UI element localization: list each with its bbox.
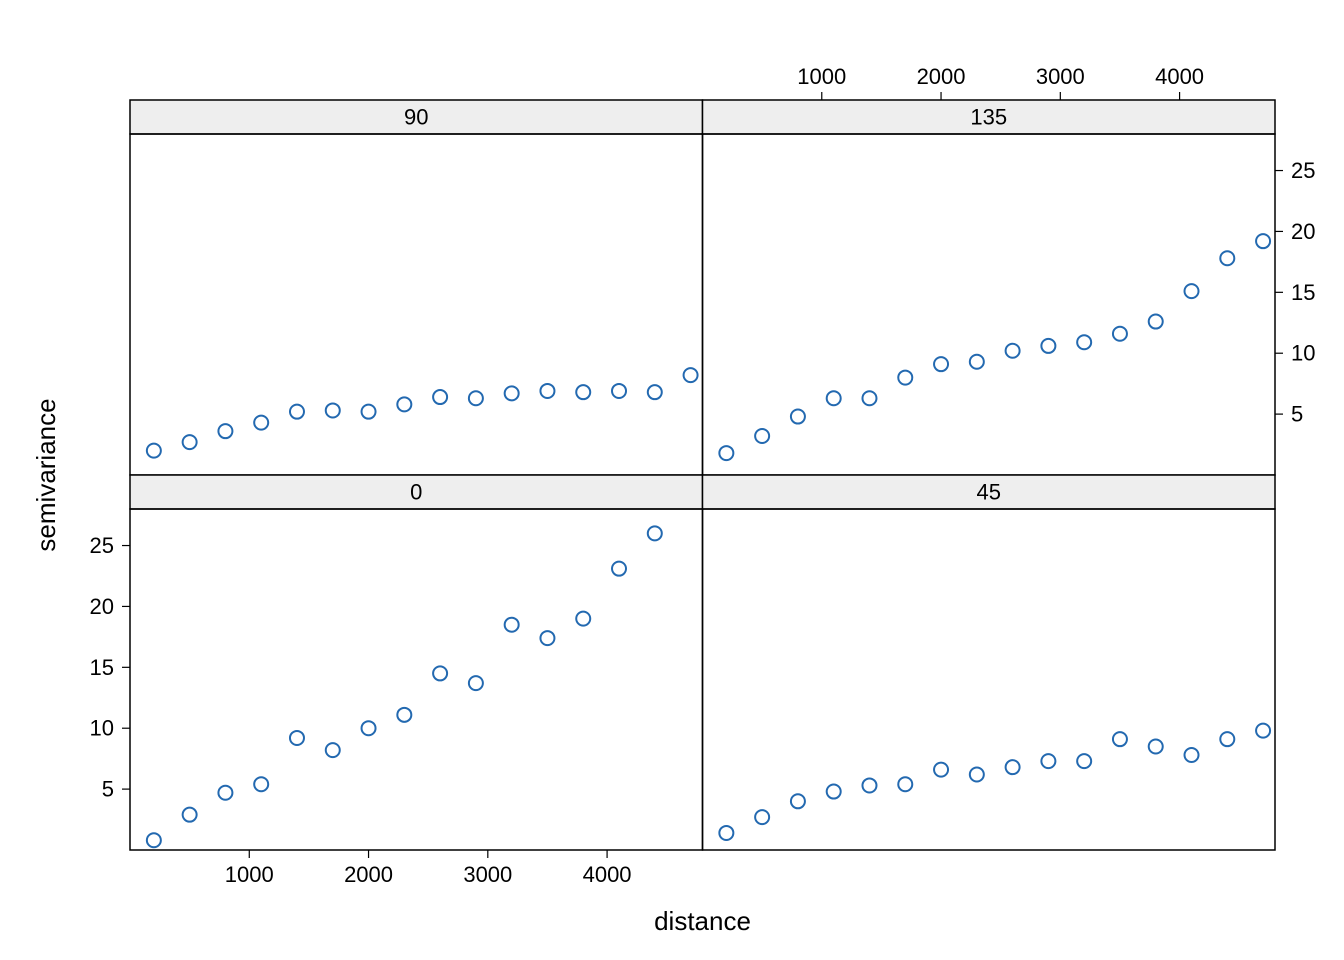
ytick-label: 20 — [1291, 219, 1315, 244]
point — [934, 763, 948, 777]
point — [1256, 724, 1270, 738]
point — [755, 810, 769, 824]
ytick-label: 15 — [1291, 280, 1315, 305]
xlabel: distance — [654, 906, 751, 936]
ytick-label: 10 — [1291, 341, 1315, 366]
xtick-label: 4000 — [583, 862, 632, 887]
xtick-label: 1000 — [797, 64, 846, 89]
point — [1077, 335, 1091, 349]
point — [1256, 234, 1270, 248]
point — [1113, 327, 1127, 341]
point — [254, 777, 268, 791]
point — [147, 833, 161, 847]
point — [827, 391, 841, 405]
point — [540, 384, 554, 398]
point — [791, 794, 805, 808]
ytick-label: 25 — [1291, 158, 1315, 183]
point — [1185, 748, 1199, 762]
point — [1041, 754, 1055, 768]
ylabel: semivariance — [31, 398, 61, 551]
point — [469, 676, 483, 690]
point — [1006, 344, 1020, 358]
lattice-semivariogram: 90 135 1000 2000 3000 4000 5 10 15 20 25 0 1000 2000 3… — [0, 0, 1344, 960]
point — [1185, 284, 1199, 298]
point — [362, 721, 376, 735]
ytick-label: 20 — [90, 594, 114, 619]
point — [469, 391, 483, 405]
point — [326, 743, 340, 757]
point — [1220, 732, 1234, 746]
strip-label-0: 0 — [410, 480, 422, 505]
point — [362, 405, 376, 419]
point — [648, 526, 662, 540]
point — [540, 631, 554, 645]
point — [612, 384, 626, 398]
point — [684, 368, 698, 382]
point — [290, 731, 304, 745]
point — [791, 410, 805, 424]
strip-label-45: 45 — [977, 480, 1001, 505]
ytick-label: 5 — [1291, 402, 1303, 427]
point — [1220, 251, 1234, 265]
ytick-label: 15 — [90, 655, 114, 680]
strip-label-135: 135 — [970, 105, 1007, 130]
point — [862, 778, 876, 792]
point — [719, 826, 733, 840]
point — [970, 355, 984, 369]
point — [433, 390, 447, 404]
xtick-label: 2000 — [344, 862, 393, 887]
point — [433, 666, 447, 680]
strip-label-90: 90 — [404, 105, 428, 130]
point — [576, 385, 590, 399]
point — [648, 385, 662, 399]
point — [397, 708, 411, 722]
point — [183, 808, 197, 822]
xtick-label: 2000 — [917, 64, 966, 89]
point — [898, 777, 912, 791]
point — [719, 446, 733, 460]
point — [326, 403, 340, 417]
point — [1113, 732, 1127, 746]
xtick-label: 3000 — [463, 862, 512, 887]
point — [1149, 315, 1163, 329]
point — [147, 444, 161, 458]
point — [576, 612, 590, 626]
point — [290, 405, 304, 419]
point — [827, 785, 841, 799]
point — [612, 562, 626, 576]
xtick-label: 4000 — [1155, 64, 1204, 89]
point — [218, 424, 232, 438]
point — [934, 357, 948, 371]
point — [862, 391, 876, 405]
point — [1006, 760, 1020, 774]
ytick-label: 10 — [90, 716, 114, 741]
xtick-label: 3000 — [1036, 64, 1085, 89]
point — [1077, 754, 1091, 768]
point — [183, 435, 197, 449]
point — [898, 371, 912, 385]
point — [1041, 339, 1055, 353]
point — [505, 618, 519, 632]
point — [970, 767, 984, 781]
point — [397, 397, 411, 411]
point — [218, 786, 232, 800]
point — [505, 386, 519, 400]
xtick-label: 1000 — [225, 862, 274, 887]
ytick-label: 5 — [102, 777, 114, 802]
point — [254, 416, 268, 430]
ytick-label: 25 — [90, 533, 114, 558]
point — [755, 429, 769, 443]
point — [1149, 739, 1163, 753]
